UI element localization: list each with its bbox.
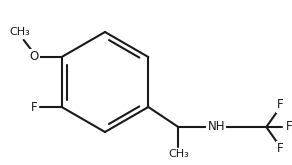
Text: O: O [29,50,38,64]
Text: F: F [277,143,284,155]
Text: CH₃: CH₃ [9,27,30,37]
Text: F: F [30,100,37,114]
Text: NH: NH [208,120,225,133]
Text: F: F [286,120,292,133]
Text: CH₃: CH₃ [168,149,189,159]
Text: F: F [277,99,284,112]
